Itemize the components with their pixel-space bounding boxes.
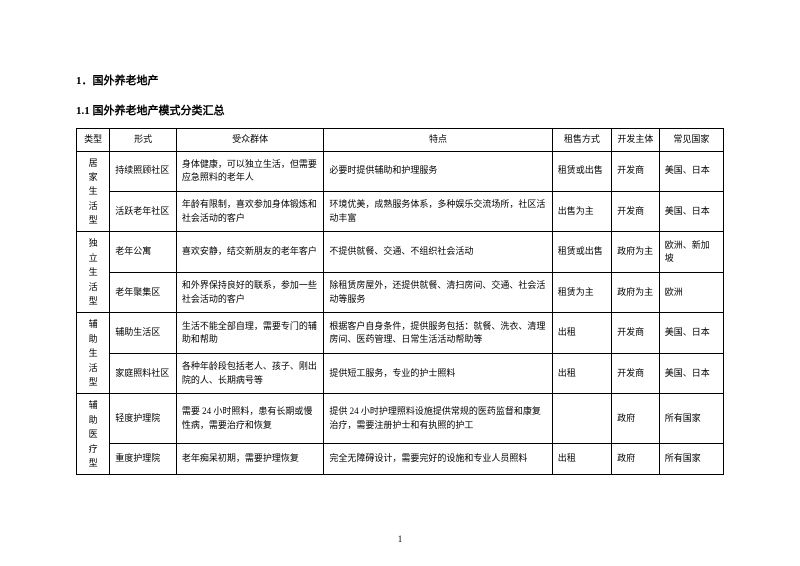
column-header: 特点 <box>324 129 552 152</box>
cell-dev: 开发商 <box>612 353 660 393</box>
table-row: 辅助生活型辅助生活区生活不能全部自理，需要专门的辅助和帮助根据客户自身条件，提供… <box>77 313 724 353</box>
cell-rent: 租赁或出售 <box>552 232 611 272</box>
type-cell: 辅助医疗型 <box>77 394 110 475</box>
cell-feature: 必要时提供辅助和护理服务 <box>324 151 552 191</box>
page-container: 1．国外养老地产 1.1 国外养老地产模式分类汇总 类型形式受众群体特点租售方式… <box>0 0 800 475</box>
cell-dev: 政府为主 <box>612 232 660 272</box>
table-row: 重度护理院老年痴呆初期，需要护理恢复完全无障碍设计，需要完好的设施和专业人员照料… <box>77 444 724 475</box>
cell-country: 欧洲、新加坡 <box>659 232 723 272</box>
cell-form: 辅助生活区 <box>110 313 177 353</box>
cell-audience: 喜欢安静，结交新朋友的老年客户 <box>176 232 323 272</box>
column-header: 租售方式 <box>552 129 611 152</box>
cell-form: 家庭照料社区 <box>110 353 177 393</box>
cell-form: 老年公寓 <box>110 232 177 272</box>
column-header: 类型 <box>77 129 110 152</box>
heading-2: 1.1 国外养老地产模式分类汇总 <box>76 102 724 118</box>
heading-1: 1．国外养老地产 <box>76 72 724 88</box>
cell-dev: 政府 <box>612 444 660 475</box>
cell-country: 所有国家 <box>659 444 723 475</box>
table-row: 辅助医疗型轻度护理院需要 24 小时照料，患有长期或慢性病，需要治疗和恢复提供 … <box>77 394 724 444</box>
cell-audience: 和外界保持良好的联系，参加一些社会活动的客户 <box>176 272 323 312</box>
cell-form: 持续照顾社区 <box>110 151 177 191</box>
table-row: 老年聚集区和外界保持良好的联系，参加一些社会活动的客户除租赁房屋外，还提供就餐、… <box>77 272 724 312</box>
cell-rent: 出售为主 <box>552 191 611 231</box>
cell-feature: 根据客户自身条件，提供服务包括：就餐、洗衣、清理房间、医药管理、日常生活活动帮助… <box>324 313 552 353</box>
cell-country: 欧洲 <box>659 272 723 312</box>
cell-feature: 环境优美，成熟服务体系，多种娱乐交流场所，社区活动丰富 <box>324 191 552 231</box>
cell-country: 美国、日本 <box>659 353 723 393</box>
table-head: 类型形式受众群体特点租售方式开发主体常见国家 <box>77 129 724 152</box>
cell-dev: 政府为主 <box>612 272 660 312</box>
header-row: 类型形式受众群体特点租售方式开发主体常见国家 <box>77 129 724 152</box>
cell-feature: 完全无障碍设计，需要完好的设施和专业人员照料 <box>324 444 552 475</box>
cell-rent: 出租 <box>552 313 611 353</box>
cell-country: 美国、日本 <box>659 313 723 353</box>
cell-form: 活跃老年社区 <box>110 191 177 231</box>
cell-audience: 需要 24 小时照料，患有长期或慢性病，需要治疗和恢复 <box>176 394 323 444</box>
cell-rent: 租赁或出售 <box>552 151 611 191</box>
column-header: 受众群体 <box>176 129 323 152</box>
cell-dev: 开发商 <box>612 191 660 231</box>
cell-form: 轻度护理院 <box>110 394 177 444</box>
cell-audience: 生活不能全部自理，需要专门的辅助和帮助 <box>176 313 323 353</box>
table-row: 家庭照料社区各种年龄段包括老人、孩子、刚出院的人、长期病号等提供短工服务，专业的… <box>77 353 724 393</box>
type-cell: 辅助生活型 <box>77 313 110 394</box>
table-body: 居家生活型持续照顾社区身体健康，可以独立生活，但需要应急照料的老年人必要时提供辅… <box>77 151 724 475</box>
cell-country: 美国、日本 <box>659 151 723 191</box>
cell-feature: 不提供就餐、交通、不组织社会活动 <box>324 232 552 272</box>
type-cell: 居家生活型 <box>77 151 110 232</box>
cell-dev: 开发商 <box>612 151 660 191</box>
cell-audience: 老年痴呆初期，需要护理恢复 <box>176 444 323 475</box>
cell-feature: 提供 24 小时护理照料设施提供常规的医药监督和康复治疗，需要注册护士和有执照的… <box>324 394 552 444</box>
column-header: 开发主体 <box>612 129 660 152</box>
cell-audience: 身体健康，可以独立生活，但需要应急照料的老年人 <box>176 151 323 191</box>
cell-form: 重度护理院 <box>110 444 177 475</box>
cell-rent <box>552 394 611 444</box>
column-header: 形式 <box>110 129 177 152</box>
cell-audience: 年龄有限制，喜欢参加身体锻炼和社会活动的客户 <box>176 191 323 231</box>
type-cell: 独立生活型 <box>77 232 110 313</box>
cell-form: 老年聚集区 <box>110 272 177 312</box>
cell-rent: 出租 <box>552 353 611 393</box>
cell-rent: 出租 <box>552 444 611 475</box>
cell-country: 所有国家 <box>659 394 723 444</box>
cell-country: 美国、日本 <box>659 191 723 231</box>
page-number: 1 <box>0 534 800 544</box>
cell-feature: 提供短工服务，专业的护士照料 <box>324 353 552 393</box>
column-header: 常见国家 <box>659 129 723 152</box>
cell-rent: 租赁为主 <box>552 272 611 312</box>
cell-feature: 除租赁房屋外，还提供就餐、清扫房间、交通、社会活动等服务 <box>324 272 552 312</box>
cell-dev: 开发商 <box>612 313 660 353</box>
table-row: 居家生活型持续照顾社区身体健康，可以独立生活，但需要应急照料的老年人必要时提供辅… <box>77 151 724 191</box>
table-row: 独立生活型老年公寓喜欢安静，结交新朋友的老年客户不提供就餐、交通、不组织社会活动… <box>77 232 724 272</box>
cell-dev: 政府 <box>612 394 660 444</box>
table-row: 活跃老年社区年龄有限制，喜欢参加身体锻炼和社会活动的客户环境优美，成熟服务体系，… <box>77 191 724 231</box>
cell-audience: 各种年龄段包括老人、孩子、刚出院的人、长期病号等 <box>176 353 323 393</box>
summary-table: 类型形式受众群体特点租售方式开发主体常见国家 居家生活型持续照顾社区身体健康，可… <box>76 128 724 475</box>
